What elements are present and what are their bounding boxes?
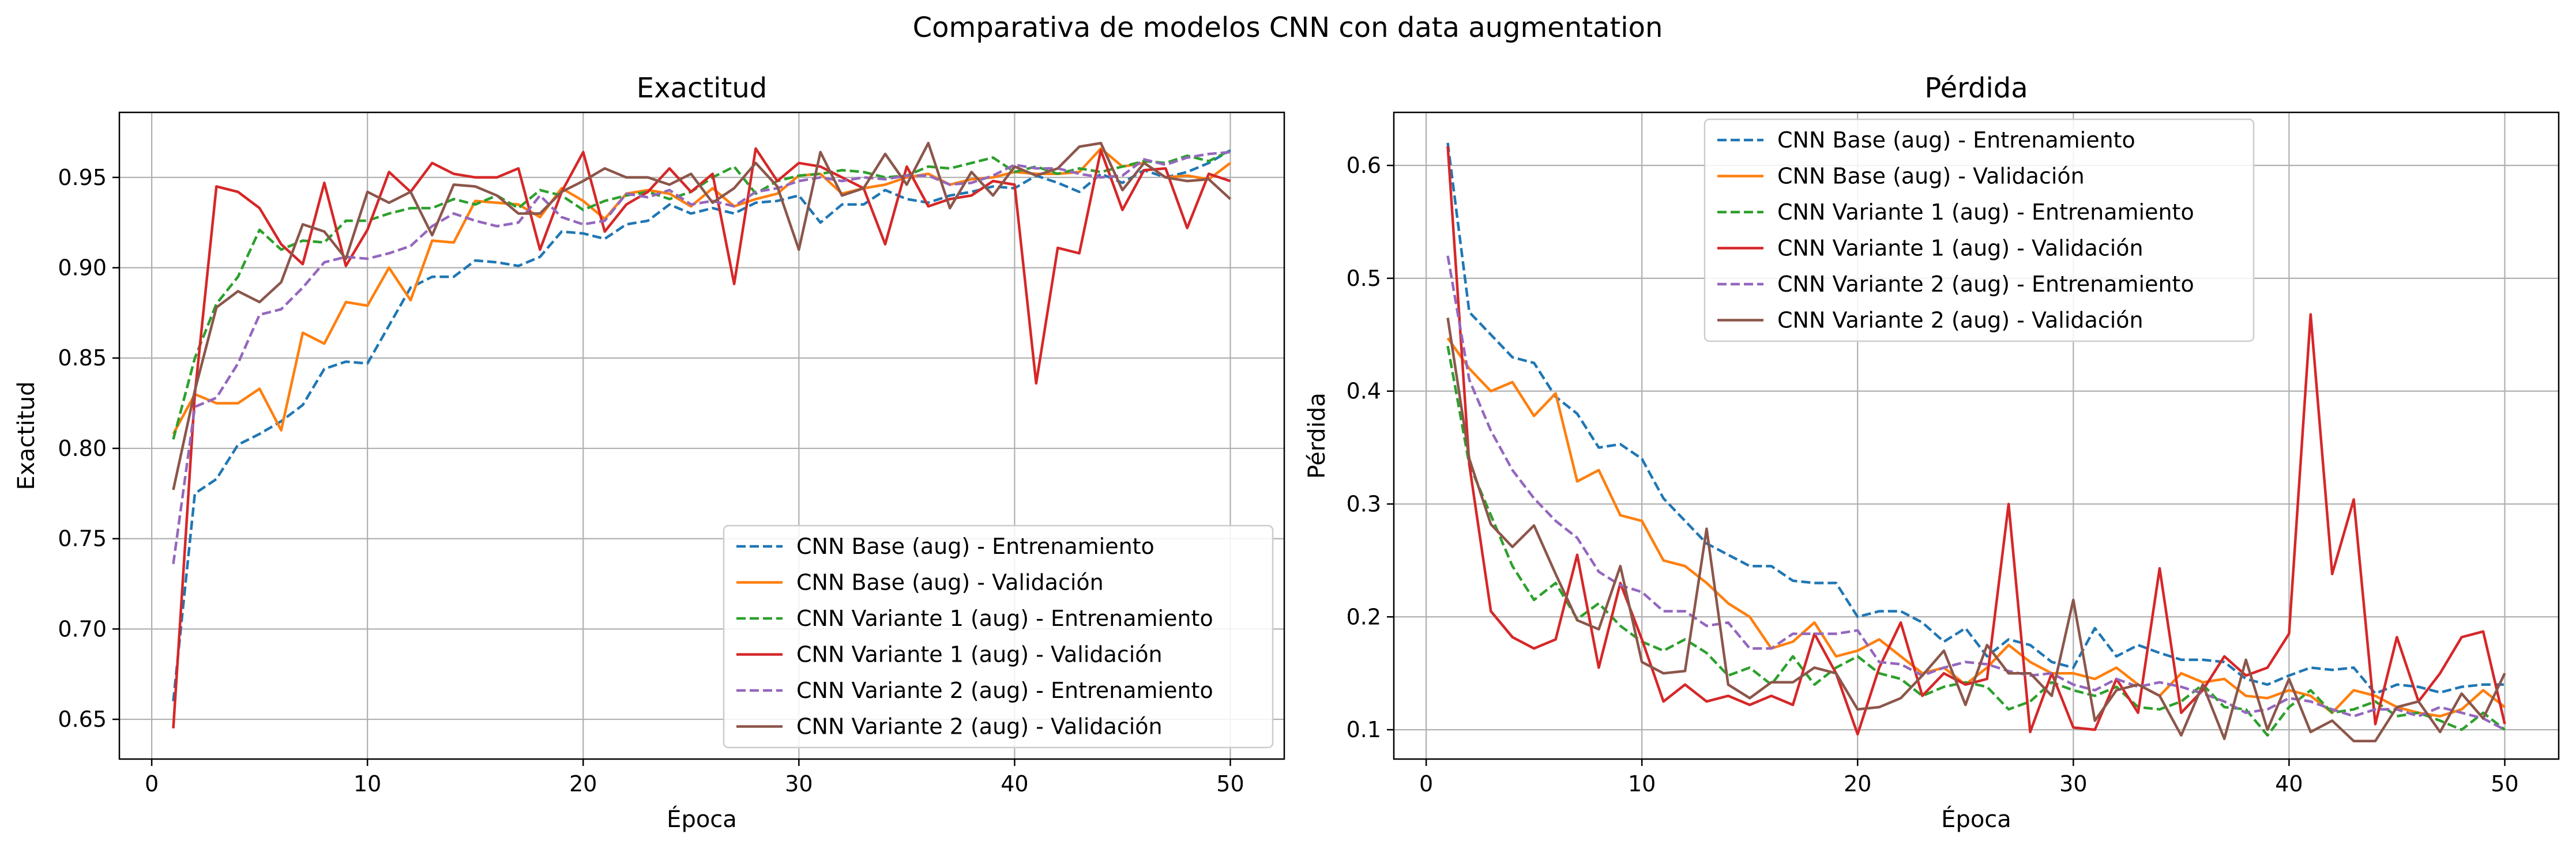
loss-legend-label-4: CNN Variante 1 (aug) - Validación — [1777, 236, 2143, 261]
loss-legend-label-1: CNN Base (aug) - Entrenamiento — [1777, 127, 2135, 153]
loss-series-line-4 — [1446, 146, 2506, 736]
acc-xtick-label: 10 — [354, 771, 381, 797]
acc-legend-label-2: CNN Base (aug) - Validación — [796, 570, 1104, 595]
acc-ytick-label: 0.85 — [58, 345, 107, 371]
acc-series-line-2 — [172, 147, 1231, 435]
acc-axes-frame — [118, 111, 1285, 760]
acc-legend-label-6: CNN Variante 2 (aug) - Validación — [796, 714, 1163, 739]
loss-series-line-6 — [1446, 318, 2506, 742]
acc-legend-label-4: CNN Variante 1 (aug) - Validación — [796, 642, 1163, 667]
acc-legend-label-1: CNN Base (aug) - Entrenamiento — [796, 534, 1155, 559]
acc-xtick-label: 30 — [785, 771, 813, 797]
loss-legend-label-5: CNN Variante 2 (aug) - Entrenamiento — [1777, 271, 2194, 297]
loss-ytick-label: 0.6 — [1347, 153, 1381, 178]
acc-chart-title: Exactitud — [637, 72, 767, 104]
acc-legend: CNN Base (aug) - Entrenamiento CNN Base (… — [723, 524, 1274, 749]
loss-axes-frame — [1393, 111, 2560, 760]
loss-series-group — [1446, 142, 2506, 742]
acc-ytick-label: 0.75 — [58, 526, 107, 552]
loss-ytick-label: 0.4 — [1347, 379, 1381, 404]
acc-ytick-label: 0.65 — [58, 707, 107, 732]
loss-ytick-label: 0.1 — [1347, 717, 1381, 742]
loss-x-axis-label: Época — [1941, 805, 2011, 833]
loss-xtick-label: 10 — [1628, 771, 1656, 797]
loss-xtick-label: 20 — [1844, 771, 1871, 797]
loss-xtick-label: 50 — [2491, 771, 2518, 797]
acc-ytick-label: 0.80 — [58, 436, 107, 461]
acc-y-axis-label: Exactitud — [13, 382, 40, 490]
loss-legend: CNN Base (aug) - Entrenamiento CNN Base (… — [1703, 118, 2255, 342]
acc-series-line-3 — [172, 149, 1231, 440]
acc-ytick-label: 0.70 — [58, 616, 107, 641]
acc-grid — [119, 112, 1284, 759]
acc-series-line-6 — [172, 142, 1232, 490]
acc-series-group — [172, 142, 1232, 729]
loss-series-line-1 — [1446, 142, 2505, 695]
acc-series-line-5 — [172, 150, 1231, 564]
loss-ytick-label: 0.5 — [1347, 266, 1381, 291]
loss-xtick-label: 40 — [2275, 771, 2303, 797]
loss-chart: 0 10 20 30 40 50 0.1 0.2 0.3 0.4 0.5 0.6 Pérdida Époc… — [1304, 72, 2560, 833]
acc-x-axis-label: Época — [667, 805, 737, 833]
figure-suptitle: Comparativa de modelos CNN con data augm… — [913, 12, 1663, 44]
loss-legend-label-2: CNN Base (aug) - Validación — [1777, 164, 2085, 189]
acc-xtick-label: 50 — [1216, 771, 1244, 797]
loss-legend-label-3: CNN Variante 1 (aug) - Entrenamiento — [1777, 199, 2194, 225]
loss-xtick-label: 0 — [1419, 771, 1433, 797]
acc-ytick-label: 0.90 — [58, 255, 107, 281]
loss-ytick-label: 0.2 — [1347, 604, 1381, 629]
accuracy-chart: 0 10 20 30 40 50 0.65 0.70 0.75 0.80 0.85 0.90 0.95 E… — [13, 72, 1285, 833]
acc-legend-label-5: CNN Variante 2 (aug) - Entrenamiento — [796, 678, 1213, 703]
acc-xtick-label: 40 — [1001, 771, 1028, 797]
loss-series-line-3 — [1446, 345, 2506, 737]
loss-legend-frame — [1703, 118, 2255, 342]
acc-ytick-label: 0.95 — [58, 165, 107, 190]
loss-y-axis-label: Pérdida — [1304, 392, 1330, 478]
acc-xtick-label: 0 — [145, 771, 159, 797]
acc-legend-label-3: CNN Variante 1 (aug) - Entrenamiento — [796, 606, 1213, 631]
loss-xtick-label: 30 — [2059, 771, 2087, 797]
loss-legend-label-6: CNN Variante 2 (aug) - Validación — [1777, 308, 2143, 333]
loss-chart-title: Pérdida — [1924, 72, 2028, 104]
acc-xtick-label: 20 — [569, 771, 597, 797]
acc-series-line-1 — [172, 149, 1231, 701]
acc-legend-frame — [723, 524, 1274, 749]
acc-series-line-4 — [172, 147, 1231, 729]
loss-ytick-label: 0.3 — [1347, 491, 1381, 516]
